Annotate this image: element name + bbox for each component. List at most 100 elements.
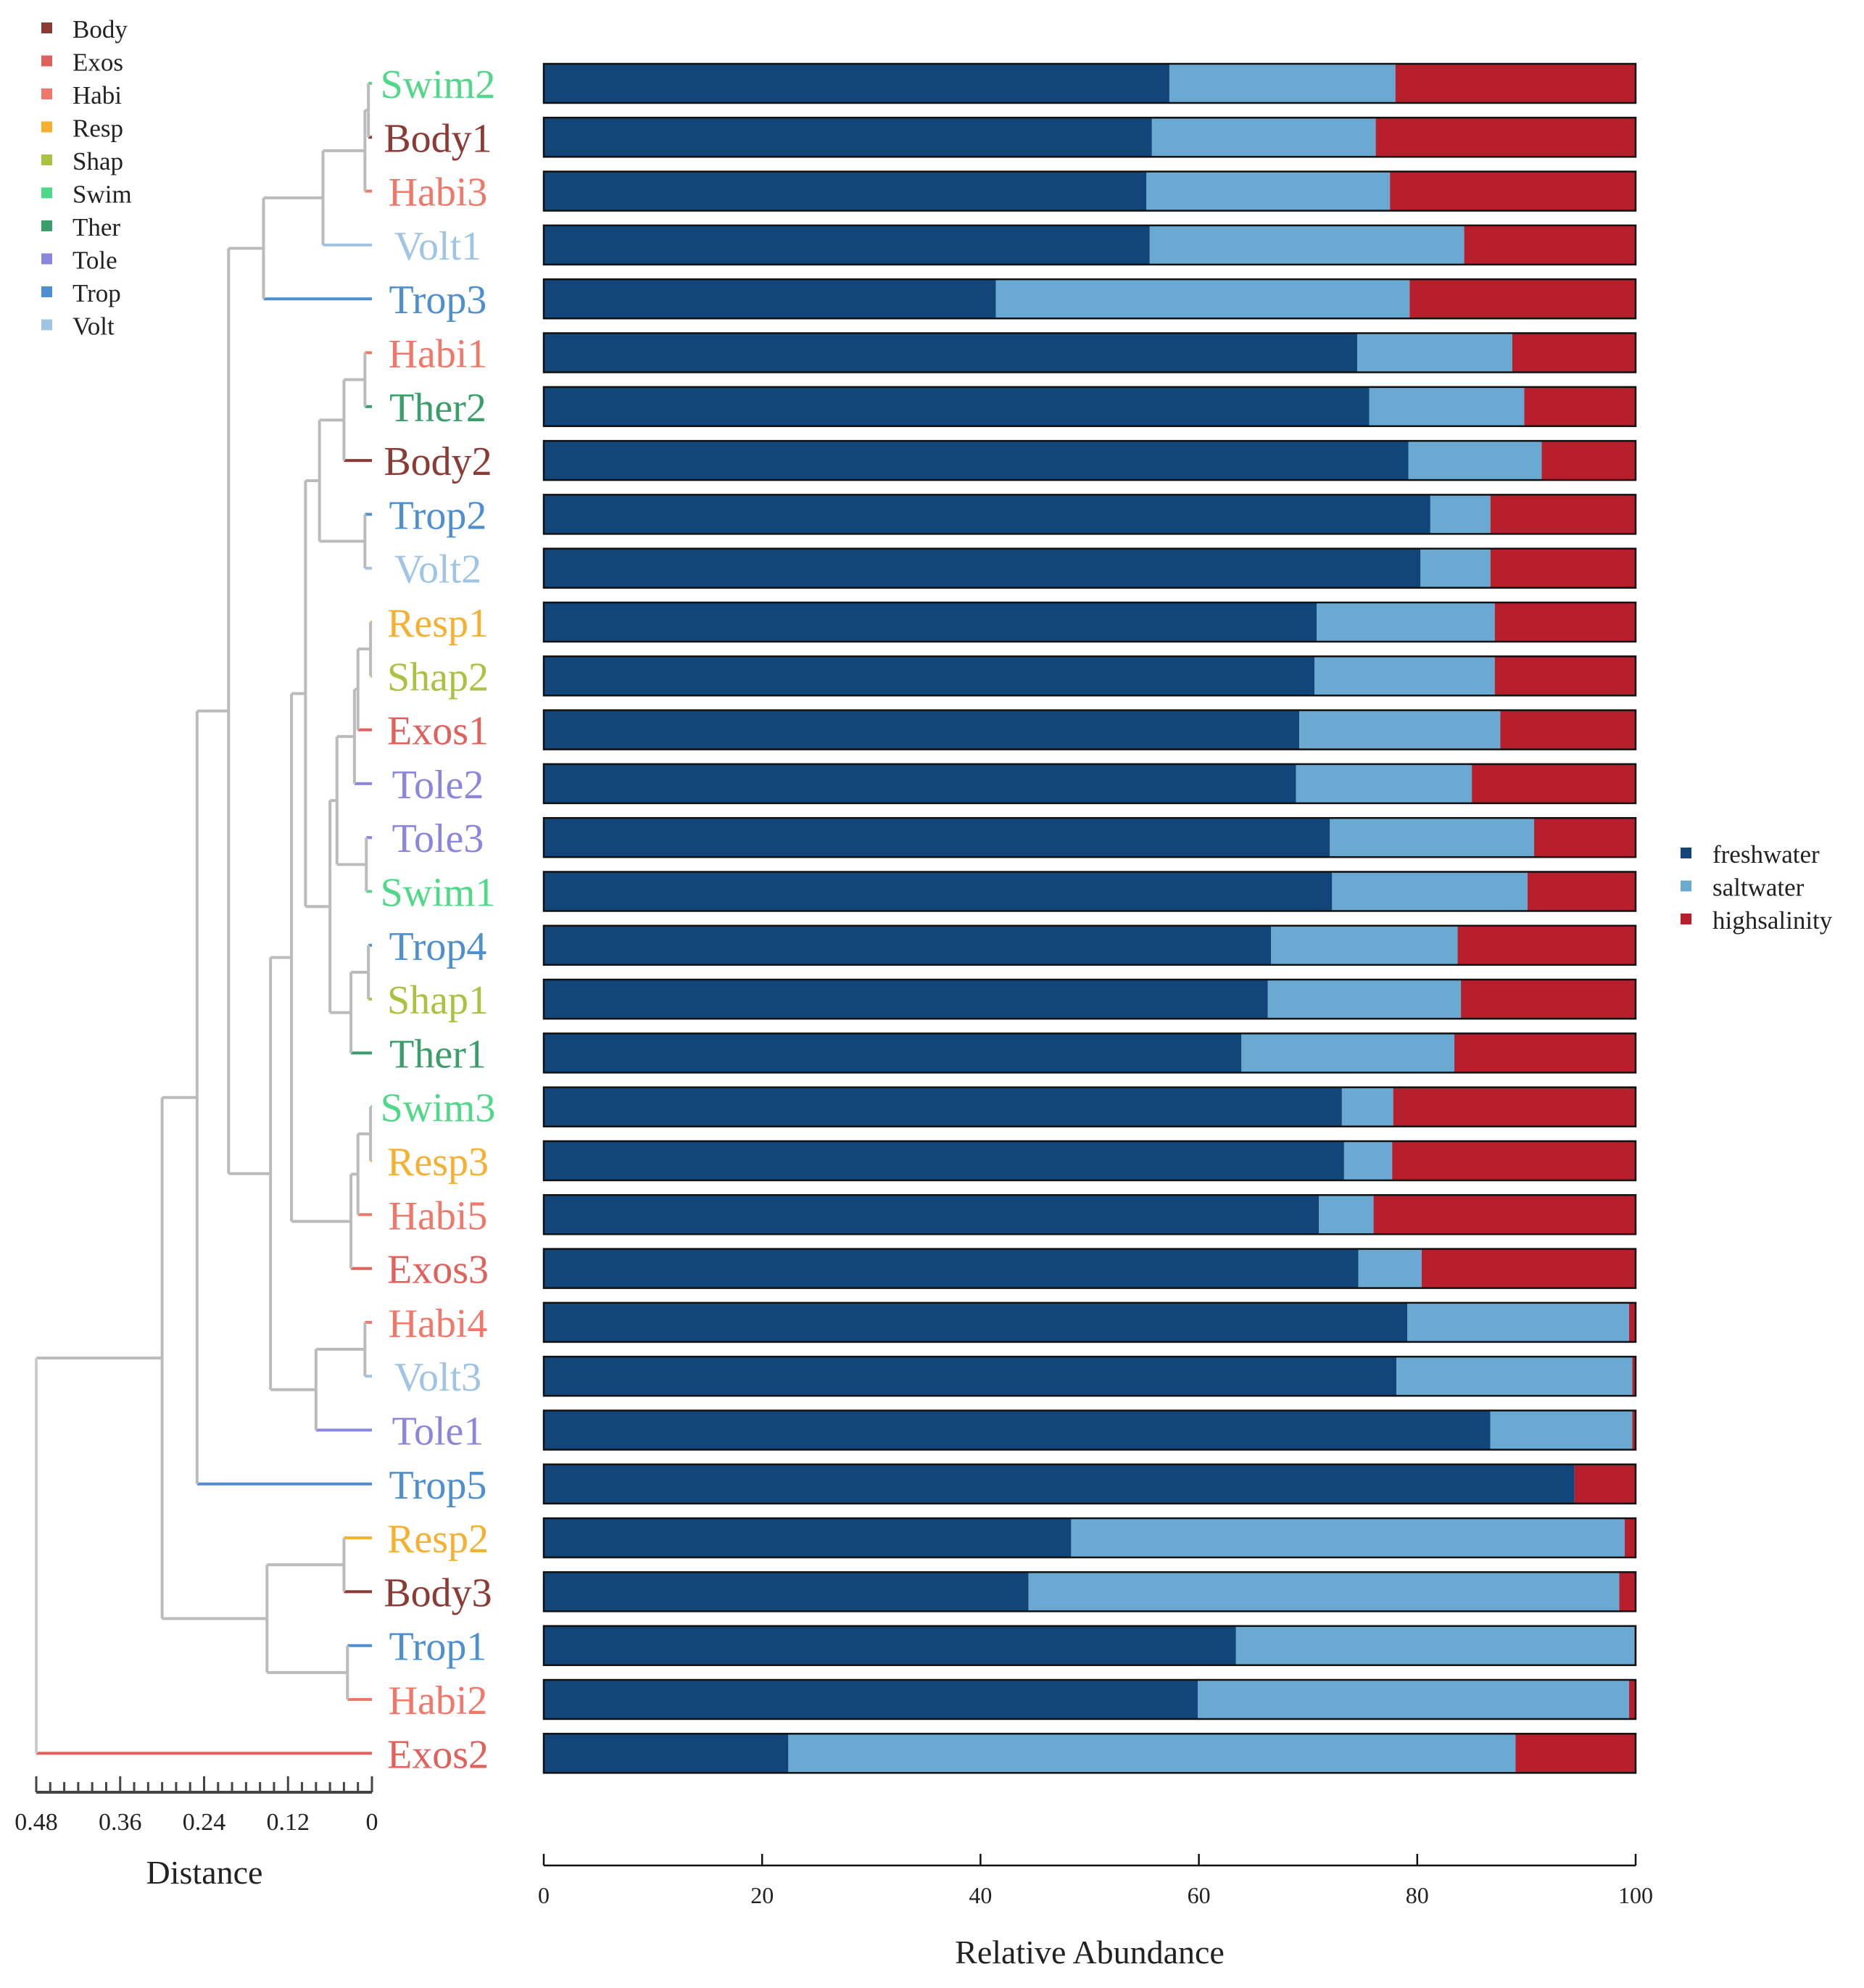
group-legend-label-body: Body <box>73 15 128 44</box>
bar-swim1-saltwater <box>1332 871 1528 911</box>
bar-body3-saltwater <box>1028 1572 1620 1612</box>
bar-volt3-highsalinity <box>1632 1357 1636 1396</box>
bar-trop4-saltwater <box>1270 925 1458 965</box>
sample-label-exos2: Exos2 <box>387 1732 489 1777</box>
dendro-tick-label-0-12: 0.12 <box>267 1809 310 1836</box>
sample-label-volt2: Volt2 <box>394 547 481 592</box>
bar-outline-trop5 <box>542 1463 1637 1505</box>
bar-exos3-saltwater <box>1358 1248 1422 1288</box>
bar-swim1-highsalinity <box>1527 871 1636 911</box>
bar-exos2-freshwater <box>544 1734 789 1773</box>
bar-swim1-freshwater <box>544 871 1333 911</box>
bar-exos2-highsalinity <box>1515 1734 1636 1773</box>
bar-ther1-saltwater <box>1241 1033 1455 1073</box>
bar-outline-habi5 <box>542 1194 1637 1235</box>
bar-habi5-freshwater <box>544 1195 1320 1235</box>
bar-outline-shap1 <box>542 978 1637 1020</box>
bar-outline-volt3 <box>542 1355 1637 1397</box>
bar-outline-habi1 <box>542 332 1637 373</box>
bar-tole1-freshwater <box>544 1410 1491 1450</box>
bar-outline-exos1 <box>542 709 1637 750</box>
bar-trop4-highsalinity <box>1457 925 1636 965</box>
bar-exos2-saltwater <box>788 1734 1516 1773</box>
group-legend-label-trop: Trop <box>73 279 121 307</box>
bar-shap2-freshwater <box>544 656 1315 696</box>
group-legend-swatch-ther <box>41 220 52 231</box>
sample-label-ther1: Ther1 <box>389 1032 486 1077</box>
group-legend-label-ther: Ther <box>73 213 120 241</box>
sample-label-swim1: Swim1 <box>381 871 496 916</box>
bar-tole2-highsalinity <box>1472 763 1636 803</box>
group-legend-label-tole: Tole <box>73 247 117 275</box>
bar-habi1-highsalinity <box>1512 333 1636 373</box>
bar-outline-body1 <box>542 117 1637 158</box>
dendrogram <box>35 82 373 1755</box>
sample-label-habi2: Habi2 <box>389 1678 488 1723</box>
bar-tole2-saltwater <box>1296 763 1472 803</box>
bar-habi1-saltwater <box>1356 333 1512 373</box>
x-tick-label-80: 80 <box>1406 1882 1429 1908</box>
bar-habi2-highsalinity <box>1628 1680 1636 1719</box>
bar-trop3-saltwater <box>995 279 1410 319</box>
bar-outline-resp3 <box>542 1140 1637 1182</box>
bar-tole2-freshwater <box>544 763 1296 803</box>
bar-habi3-freshwater <box>544 171 1147 211</box>
bar-resp3-highsalinity <box>1392 1141 1636 1180</box>
bar-swim3-freshwater <box>544 1087 1342 1127</box>
bar-volt1-saltwater <box>1149 225 1465 265</box>
series-legend-swatch-freshwater <box>1681 848 1691 858</box>
bar-shap2-saltwater <box>1314 656 1495 696</box>
bar-resp1-freshwater <box>544 602 1317 642</box>
bar-swim2-saltwater <box>1169 64 1396 103</box>
group-legend-label-shap: Shap <box>73 147 123 175</box>
dendro-tick-label-0-36: 0.36 <box>99 1809 142 1836</box>
sample-label-resp1: Resp1 <box>387 601 489 646</box>
series-legend-swatch-highsalinity <box>1681 914 1691 924</box>
group-legend-swatch-trop <box>41 286 52 297</box>
sample-label-resp3: Resp3 <box>387 1140 489 1185</box>
bar-outline-resp1 <box>542 601 1637 643</box>
bar-outline-tole1 <box>542 1409 1637 1451</box>
bar-habi2-freshwater <box>544 1680 1198 1719</box>
bar-resp3-freshwater <box>544 1141 1344 1180</box>
sample-labels: Swim2 Body1 Habi3 Volt1 Trop3 Habi1 Ther2 Body2… <box>381 62 496 1777</box>
bar-shap1-saltwater <box>1267 979 1462 1019</box>
group-legend-label-resp: Resp <box>73 115 123 143</box>
bar-habi5-saltwater <box>1319 1195 1374 1235</box>
sample-label-tole1: Tole1 <box>392 1409 484 1454</box>
bar-tole3-saltwater <box>1330 818 1534 858</box>
bar-outline-resp2 <box>542 1517 1637 1559</box>
sample-label-exos1: Exos1 <box>387 709 489 754</box>
bar-habi1-freshwater <box>544 333 1357 373</box>
bar-trop3-freshwater <box>544 279 996 319</box>
x-axis: 0 20 40 60 80 100 Relative Abundance <box>538 1854 1653 1971</box>
bar-volt2-saltwater <box>1420 548 1491 588</box>
bar-habi4-saltwater <box>1407 1302 1629 1342</box>
bar-exos1-highsalinity <box>1500 710 1636 750</box>
sample-label-trop3: Trop3 <box>389 278 487 323</box>
dendro-tick-label-0: 0 <box>366 1809 378 1836</box>
group-legend-swatch-volt <box>41 319 52 331</box>
series-legend-swatch-saltwater <box>1681 880 1691 892</box>
bar-exos3-freshwater <box>544 1248 1359 1288</box>
bar-exos1-freshwater <box>544 710 1300 750</box>
bar-swim2-highsalinity <box>1395 64 1636 103</box>
bar-habi5-highsalinity <box>1373 1195 1636 1235</box>
sample-label-habi4: Habi4 <box>389 1301 488 1346</box>
sample-label-habi1: Habi1 <box>389 332 488 377</box>
sample-label-body1: Body1 <box>384 116 492 161</box>
bar-outline-habi4 <box>542 1301 1637 1343</box>
bar-body1-saltwater <box>1151 117 1376 157</box>
bar-ther1-freshwater <box>544 1033 1242 1073</box>
series-legend-label-saltwater: saltwater <box>1712 874 1805 902</box>
bar-outline-trop1 <box>542 1625 1637 1666</box>
bar-volt1-highsalinity <box>1464 225 1636 265</box>
bar-resp2-saltwater <box>1071 1518 1625 1558</box>
bar-body1-freshwater <box>544 117 1152 157</box>
bar-shap1-highsalinity <box>1461 979 1636 1019</box>
bar-outline-exos2 <box>542 1733 1637 1774</box>
bar-body3-freshwater <box>544 1572 1029 1612</box>
bar-outline-swim2 <box>542 62 1637 104</box>
bar-tole1-highsalinity <box>1632 1410 1636 1450</box>
group-legend-label-volt: Volt <box>73 312 115 341</box>
